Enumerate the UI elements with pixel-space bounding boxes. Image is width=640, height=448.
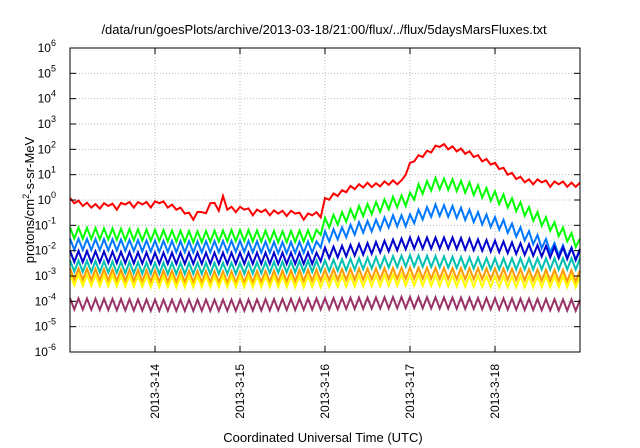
y-axis-label: protons/cm2-s-sr-MeV xyxy=(21,136,37,263)
y-tick-label: 100 xyxy=(38,190,56,207)
x-tick-label: 2013-3-18 xyxy=(488,364,502,419)
x-tick-label: 2013-3-15 xyxy=(233,364,247,419)
axis-ticks: 2013-3-14 2013-3-15 2013-3-16 2013-3-17 2013… xyxy=(35,38,580,419)
x-tick-label: 2013-3-16 xyxy=(318,364,332,419)
ylabel-suffix: -s-sr-MeV xyxy=(22,136,37,193)
series-line xyxy=(69,174,581,250)
y-tick-label: 10-5 xyxy=(35,317,56,334)
x-tick-label: 2013-3-17 xyxy=(403,364,417,419)
y-tick-label: 104 xyxy=(38,89,56,106)
svg-text:protons/cm2-s-sr-MeV: protons/cm2-s-sr-MeV xyxy=(21,136,37,263)
ylabel-prefix: protons/cm xyxy=(22,199,37,263)
y-tick-label: 102 xyxy=(38,139,56,156)
y-tick-label: 10-3 xyxy=(35,266,56,283)
y-tick-label: 105 xyxy=(38,63,56,80)
series-line xyxy=(69,201,581,264)
series-line xyxy=(69,294,581,314)
series-line xyxy=(69,264,581,286)
y-tick-label: 10-6 xyxy=(35,342,56,359)
y-tick-label: 10-4 xyxy=(35,291,56,308)
chart-title: /data/run/goesPlots/archive/2013-03-18/2… xyxy=(101,22,547,37)
y-tick-label: 10-2 xyxy=(35,241,56,258)
x-tick-label: 2013-3-14 xyxy=(148,364,162,419)
y-tick-label: 103 xyxy=(38,114,56,131)
series-line xyxy=(69,142,581,222)
series-line xyxy=(69,234,581,267)
series-line xyxy=(69,252,581,277)
ylabel-sup: 2 xyxy=(21,194,31,199)
series-line xyxy=(69,271,581,291)
data-series xyxy=(69,142,581,314)
y-tick-label: 101 xyxy=(38,165,56,182)
y-tick-label: 10-1 xyxy=(35,215,56,232)
y-tick-label: 106 xyxy=(38,38,56,55)
x-axis-label: Coordinated Universal Time (UTC) xyxy=(223,430,422,445)
